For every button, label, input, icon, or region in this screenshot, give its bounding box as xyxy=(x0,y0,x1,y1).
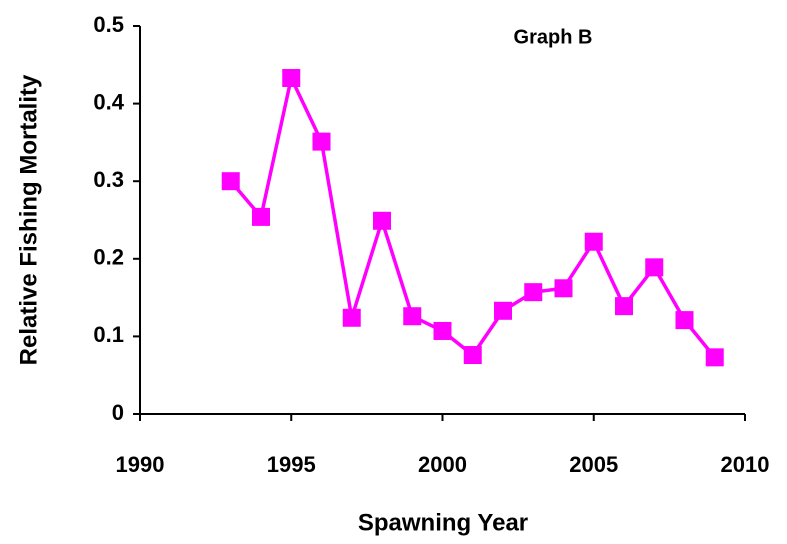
x-tick-label: 2005 xyxy=(569,452,618,477)
marker xyxy=(282,68,301,87)
x-tick-label: 2000 xyxy=(418,452,467,477)
marker xyxy=(433,321,452,340)
marker xyxy=(554,279,573,298)
y-tick-label: 0.4 xyxy=(93,89,124,114)
marker xyxy=(494,301,512,320)
marker xyxy=(615,297,633,316)
series-line xyxy=(229,72,717,359)
y-axis-label: Relative Fishing Mortality xyxy=(15,74,42,365)
y-tick-label: 0 xyxy=(112,400,124,425)
marker xyxy=(221,172,240,191)
marker xyxy=(403,307,422,326)
marker xyxy=(705,348,724,367)
y-tick-label: 0.3 xyxy=(93,167,124,192)
marker xyxy=(675,311,694,330)
marker xyxy=(373,211,391,230)
marker xyxy=(524,283,543,302)
chart-title: Graph B xyxy=(514,26,593,48)
x-axis-label: Spawning Year xyxy=(358,509,528,536)
marker xyxy=(645,258,664,277)
x-tick-label: 2010 xyxy=(721,452,770,477)
y-tick-label: 0.5 xyxy=(93,12,124,37)
marker xyxy=(584,232,603,251)
marker xyxy=(312,132,331,151)
x-tick-label: 1990 xyxy=(116,452,165,477)
marker xyxy=(463,346,482,365)
y-tick-label: 0.2 xyxy=(93,245,124,270)
marker xyxy=(342,308,361,327)
marker xyxy=(252,207,270,226)
x-tick-label: 1995 xyxy=(267,452,316,477)
y-tick-label: 0.1 xyxy=(93,322,124,347)
